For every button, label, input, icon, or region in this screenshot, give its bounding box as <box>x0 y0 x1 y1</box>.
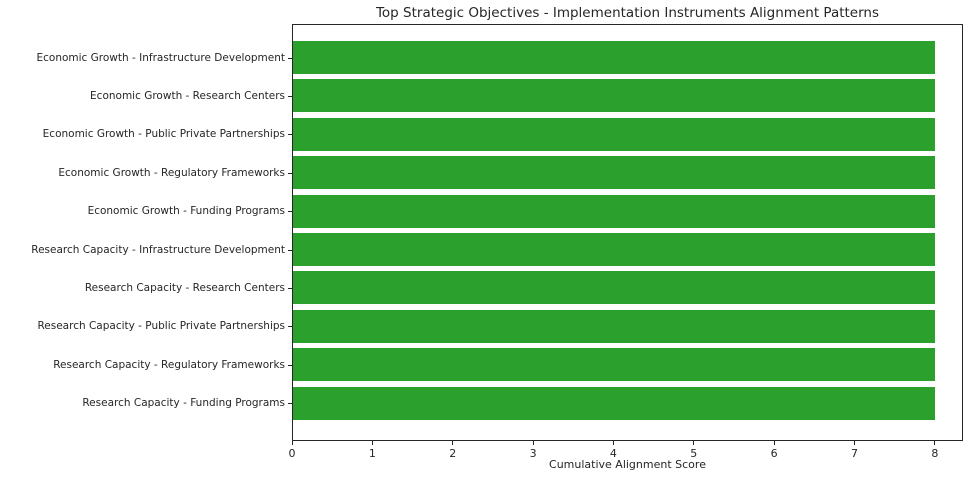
y-tick-mark <box>288 326 292 328</box>
y-tick-label: Research Capacity - Research Centers <box>84 281 285 294</box>
y-tick-mark <box>288 211 292 213</box>
y-tick-mark <box>288 134 292 136</box>
y-tick-label: Economic Growth - Regulatory Frameworks <box>58 166 285 179</box>
x-tick-label: 4 <box>609 447 617 460</box>
y-tick-label: Economic Growth - Infrastructure Develop… <box>36 51 285 64</box>
x-axis-title: Cumulative Alignment Score <box>549 458 706 471</box>
x-tick-mark <box>934 441 936 445</box>
x-tick-mark <box>854 441 855 445</box>
bar <box>293 41 935 74</box>
y-tick-label: Research Capacity - Regulatory Framework… <box>53 358 285 371</box>
y-tick-mark <box>288 364 292 366</box>
y-tick-label: Research Capacity - Funding Programs <box>82 397 285 410</box>
bar <box>293 309 935 343</box>
x-tick-label: 0 <box>288 447 296 460</box>
y-tick-label: Economic Growth - Research Centers <box>90 89 285 102</box>
y-tick-mark <box>288 249 292 251</box>
x-tick-mark <box>773 441 775 445</box>
x-tick-label: 3 <box>529 447 537 460</box>
bar <box>293 79 935 113</box>
bar <box>293 271 935 305</box>
x-tick-label: 7 <box>851 447 858 460</box>
x-tick-label: 6 <box>770 447 778 460</box>
bar <box>293 156 935 190</box>
x-tick-label: 1 <box>368 447 376 460</box>
x-tick-label: 8 <box>931 447 939 460</box>
bar <box>293 348 935 382</box>
bar <box>293 117 935 151</box>
x-tick-mark <box>532 441 534 445</box>
x-tick-mark <box>693 441 695 445</box>
y-tick-mark <box>288 95 292 97</box>
y-tick-label: Research Capacity - Public Private Partn… <box>37 320 285 333</box>
y-tick-mark <box>288 57 292 59</box>
x-tick-mark <box>452 441 454 445</box>
chart-title: Top Strategic Objectives - Implementatio… <box>375 5 880 21</box>
bar <box>293 233 935 266</box>
y-tick-mark <box>288 172 292 174</box>
y-tick-mark <box>288 287 292 289</box>
y-tick-label: Research Capacity - Infrastructure Devel… <box>31 243 285 256</box>
bar <box>293 194 935 228</box>
y-tick-label: Economic Growth - Public Private Partner… <box>42 128 285 141</box>
y-tick-mark <box>288 403 292 405</box>
x-tick-label: 5 <box>690 447 698 460</box>
x-tick-mark <box>612 441 614 445</box>
x-tick-mark <box>291 441 293 445</box>
x-tick-label: 2 <box>449 447 457 460</box>
y-tick-label: Economic Growth - Funding Programs <box>87 205 285 218</box>
x-tick-mark <box>371 441 373 445</box>
bar <box>293 386 935 420</box>
